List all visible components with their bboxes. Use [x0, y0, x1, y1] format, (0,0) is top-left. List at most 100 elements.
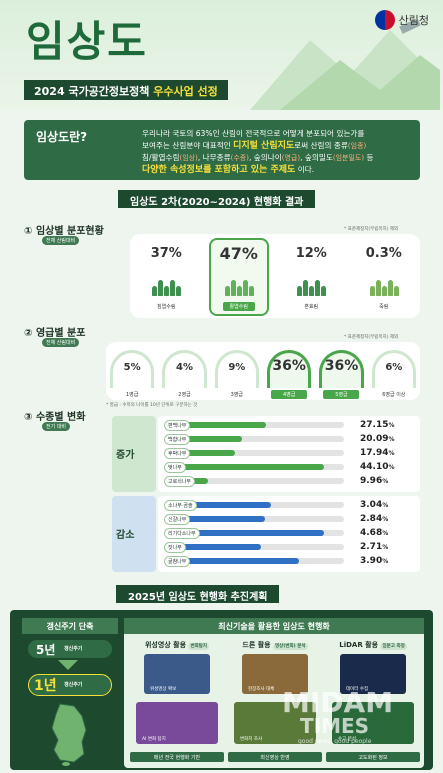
species-value-unit: % [388, 464, 395, 471]
forest-type-label: 침엽수림 [157, 304, 176, 310]
section2-heading: 영급별 분포 [35, 328, 86, 339]
tech-column-tag: 변화탐지 [188, 643, 210, 650]
species-label: 잣나무 [164, 542, 186, 553]
section2-footnote: * 영급 : 수목의 나이를 10년 단위로 구분하는 것 [106, 403, 198, 408]
tech-column-footer: 최신영상 반영 [228, 752, 322, 762]
definition-box: 임상도란? 우리나라 국토의 63%인 산림이 전국적으로 어떻게 분포되어 있… [24, 120, 420, 180]
species-value-unit: % [382, 544, 389, 551]
from-label: 갱신주기 [64, 646, 83, 652]
age-class-percent: 6% [385, 362, 403, 373]
tree-shape [170, 280, 176, 296]
tree-shape [369, 286, 375, 296]
species-value: 3.04% [360, 500, 388, 510]
tech-column: 위성영상 활용 변화탐지 위성영상 확보 AI 변화 탐지 매년 전국 현행화 기반 [130, 640, 224, 762]
tree-shape [315, 280, 321, 296]
tree-shape [393, 286, 399, 296]
agency-name: 산림청 [398, 14, 429, 27]
definition-tag-3: (수종) [230, 154, 249, 162]
section1-number: ① [24, 226, 33, 237]
section2-items: 5% 1영급 4% 2영급 9% 3영급 36% 4영급 36% 5영급 6% 6영급 이상 [106, 342, 420, 400]
definition-line-3d: , 숲의밀도 [300, 153, 333, 162]
age-class-label: 3영급 [230, 392, 243, 398]
increase-label-box [112, 416, 156, 492]
age-class-item: 4% 2영급 [158, 342, 210, 400]
species-row: 백합나무 20.09% [164, 434, 414, 446]
species-value: 4.68% [360, 528, 388, 538]
age-class-item: 5% 1영급 [106, 342, 158, 400]
watermark-brand: MIDAM [282, 686, 394, 719]
species-value-unit: % [382, 558, 389, 565]
section2-number: ② [24, 328, 33, 339]
age-class-percent: 4% [176, 362, 193, 373]
definition-line-4: 이다. [295, 165, 315, 174]
age-class-label: 6영급 이상 [382, 392, 406, 398]
species-value-unit: % [388, 450, 395, 457]
definition-line-3c: , 숲의나이 [248, 153, 282, 162]
tech-image-1 [340, 654, 406, 694]
definition-line-2b: 로써 산림의 종류 [294, 141, 348, 150]
definition-line-2a: 보여주는 산림분야 대표적인 [142, 141, 234, 150]
age-arc [214, 350, 259, 388]
species-row: 리기다소나무 4.68% [164, 528, 414, 540]
age-class-percent: 5% [123, 362, 141, 373]
tree-shape [309, 286, 315, 296]
bar-track [174, 450, 344, 456]
tree-icon [152, 276, 182, 296]
definition-tag-2: (임상) [179, 154, 198, 162]
definition-text: 우리나라 국토의 63%인 산림이 전국적으로 어떻게 분포되어 있는가를 보여… [142, 128, 412, 176]
species-row: 고로쇠나무 9.96% [164, 476, 414, 488]
forest-type-label: 죽림 [379, 304, 389, 310]
tech-column-tag: 임분고 측정 [380, 643, 407, 650]
age-class-item: 36% 4영급 [263, 342, 315, 400]
age-arc [319, 350, 364, 388]
species-value-unit: % [382, 502, 389, 509]
tech-image-1 [144, 654, 210, 694]
species-value: 17.94% [360, 448, 394, 458]
species-bar [174, 544, 261, 550]
species-bar [174, 422, 267, 428]
forest-type-percent: 37% [150, 246, 182, 261]
age-arc [371, 350, 416, 388]
tree-shape [230, 280, 236, 296]
tree-shape [321, 286, 327, 296]
definition-tag-5: (임분밀도) [332, 154, 365, 162]
definition-label: 임상도란? [36, 130, 88, 144]
species-bar [174, 516, 266, 522]
definition-line-3a: 침/활엽수림 [142, 153, 180, 162]
tech-image-2 [332, 702, 414, 744]
species-label: 신갈나무 [164, 514, 191, 525]
agency-logo: 산림청 [374, 10, 429, 30]
forest-type-item: 47% 활엽수림 [203, 236, 276, 318]
watermark-tagline: good news, good people [298, 738, 372, 745]
age-class-item: 9% 3영급 [211, 342, 263, 400]
species-value: 2.71% [360, 542, 388, 552]
species-row: 후박나무 17.94% [164, 448, 414, 460]
from-pill [28, 640, 112, 658]
banner-highlight: 우수사업 선정 [153, 85, 218, 98]
section2-sub: 전체 산림대비 [42, 338, 80, 347]
species-value-number: 17.94 [360, 448, 389, 458]
forest-type-item: 37% 침엽수림 [130, 236, 203, 318]
tree-shape [224, 286, 230, 296]
definition-highlight-1: 디지털 산림지도 [233, 141, 295, 151]
tech-image-2-caption: 변화지 조사 [240, 737, 263, 742]
species-value-number: 2.71 [360, 542, 383, 552]
section3-number: ③ [24, 412, 33, 423]
species-label: 고로쇠나무 [164, 476, 196, 487]
section1-items: 37% 침엽수림 47% 활엽수림 12% 혼효림 0.3% 죽림 [130, 236, 420, 318]
species-value-number: 4.68 [360, 528, 383, 538]
tech-column-footer: 매년 전국 현행화 기반 [130, 752, 224, 762]
species-label: 소나무·곰솔 [164, 500, 197, 511]
tech-image-1-caption: 위성영상 확보 [150, 687, 177, 692]
tech-column-title: LiDAR 활용 [339, 641, 381, 649]
banner-prefix: 2024 국가공간정보정책 [34, 85, 154, 98]
age-arc [162, 350, 207, 388]
age-class-item: 6% 6영급 이상 [368, 342, 420, 400]
tech-column-head: 드론 활용 영상(변화) 분석 [228, 640, 322, 650]
species-label: 리기다소나무 [164, 528, 200, 539]
species-value-unit: % [388, 436, 395, 443]
section2-note: * 표준제정지(무립목지) 제외 [344, 335, 399, 340]
species-value: 2.84% [360, 514, 388, 524]
tech-column: LiDAR 활용 임분고 측정 데이터 수집 수고 분석 고도화된 정보 [326, 640, 420, 762]
species-row: 신갈나무 2.84% [164, 514, 414, 526]
